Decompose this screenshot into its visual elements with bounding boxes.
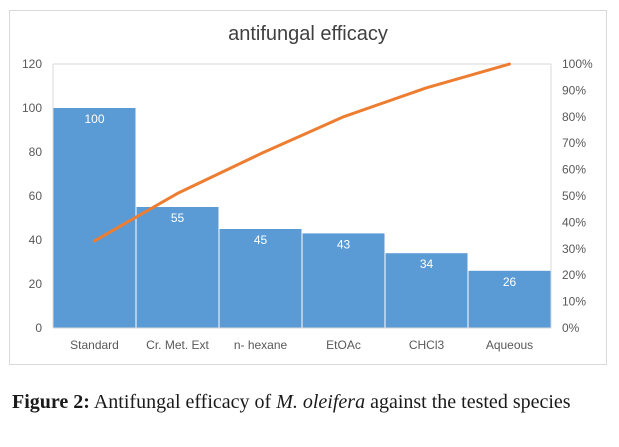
bar-data-label: 43 xyxy=(337,237,351,251)
bar xyxy=(53,108,136,328)
caption-species: M. oleifera xyxy=(276,391,366,413)
y2-tick-label: 40% xyxy=(562,215,586,229)
y2-tick-label: 70% xyxy=(562,136,586,150)
x-tick-label: n- hexane xyxy=(234,338,288,352)
cumulative-line-layer xyxy=(93,62,511,243)
pareto-chart: antifungal efficacy 100 55 45 43 34 26 0 20 40 6… xyxy=(22,23,593,352)
x-tick-label: Cr. Met. Ext xyxy=(146,338,209,352)
y2-tick-label: 100% xyxy=(562,57,593,71)
x-axis-ticks: Standard Cr. Met. Ext n- hexane EtOAc CHCl3 A… xyxy=(70,338,533,352)
y2-tick-label: 0% xyxy=(562,321,580,335)
y-tick-label: 120 xyxy=(22,57,42,71)
y-tick-label: 20 xyxy=(29,277,43,291)
figure-caption: Figure 2: Antifungal efficacy of M. olei… xyxy=(12,390,608,415)
bar xyxy=(302,233,385,328)
bar-data-label: 26 xyxy=(503,275,517,289)
y2-tick-label: 60% xyxy=(562,163,586,177)
caption-text-after: against the tested species xyxy=(370,391,571,413)
y-axis-ticks: 0 20 40 60 80 100 120 xyxy=(22,57,42,335)
chart-title: antifungal efficacy xyxy=(228,23,388,45)
data-labels-layer: 100 55 45 43 34 26 xyxy=(84,112,516,289)
secondary-y-axis-ticks: 0% 10% 20% 30% 40% 50% 60% 70% 80% 90% 100% xyxy=(562,57,593,335)
y2-tick-label: 30% xyxy=(562,242,586,256)
y-tick-label: 80 xyxy=(29,145,43,159)
y2-tick-label: 90% xyxy=(562,83,586,97)
caption-text-before: Antifungal efficacy of xyxy=(93,391,272,413)
x-tick-label: Standard xyxy=(70,338,119,352)
cumulative-percent-line xyxy=(93,62,511,243)
bar-data-label: 45 xyxy=(254,233,268,247)
y2-tick-label: 20% xyxy=(562,268,586,282)
y2-tick-label: 80% xyxy=(562,110,586,124)
caption-label: Figure 2: xyxy=(12,391,90,413)
bar-data-label: 55 xyxy=(171,211,185,225)
y2-tick-label: 50% xyxy=(562,189,586,203)
bar xyxy=(219,229,302,328)
bar xyxy=(468,270,551,328)
bar xyxy=(136,207,219,328)
bar xyxy=(385,253,468,328)
bars-layer xyxy=(53,108,551,328)
bar-data-label: 100 xyxy=(84,112,104,126)
x-tick-label: Aqueous xyxy=(486,338,533,352)
chart-container: antifungal efficacy 100 55 45 43 34 26 0 20 40 6… xyxy=(9,10,607,365)
y-tick-label: 100 xyxy=(22,101,42,115)
y-tick-label: 40 xyxy=(29,233,43,247)
y-tick-label: 0 xyxy=(35,321,42,335)
bar-data-label: 34 xyxy=(420,257,434,271)
x-tick-label: CHCl3 xyxy=(409,338,445,352)
y-tick-label: 60 xyxy=(29,189,43,203)
x-tick-label: EtOAc xyxy=(326,338,361,352)
y2-tick-label: 10% xyxy=(562,295,586,309)
